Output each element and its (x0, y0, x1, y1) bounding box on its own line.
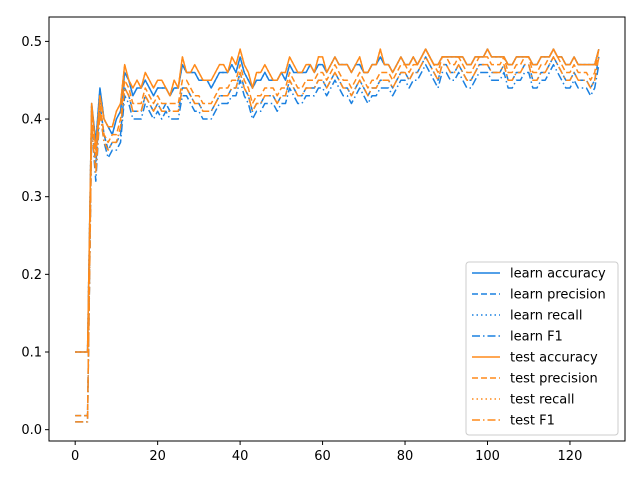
y-tick-label: 0.4 (21, 113, 42, 128)
legend-label: test accuracy (510, 351, 598, 366)
y-axis: 0.0 0.1 0.2 0.3 0.4 0.5 (21, 35, 49, 438)
x-axis: 0 20 40 60 80 100 120 (71, 441, 582, 464)
y-tick-label: 0.1 (21, 346, 42, 361)
legend-label: learn F1 (510, 330, 563, 345)
series-layer (75, 48, 600, 423)
series-line-learn-recall (75, 48, 600, 353)
y-tick-label: 0.0 (21, 423, 42, 438)
series-line-learn-f1 (75, 63, 600, 423)
legend-item-learn-recall: learn recall (472, 309, 582, 324)
legend-item-learn-precision: learn precision (472, 288, 606, 303)
legend-label: learn recall (510, 309, 582, 324)
legend-item-test-precision: test precision (472, 372, 598, 387)
series-line-test-precision (75, 48, 600, 417)
series-line-test-accuracy (75, 48, 600, 353)
legend-item-learn-f1: learn F1 (472, 330, 563, 345)
legend-item-learn-accuracy: learn accuracy (472, 267, 606, 282)
x-tick-label: 120 (558, 449, 583, 464)
y-tick-label: 0.2 (21, 268, 42, 283)
x-tick-label: 60 (314, 449, 331, 464)
y-tick-label: 0.5 (21, 35, 42, 50)
x-tick-label: 80 (397, 449, 414, 464)
legend-item-test-recall: test recall (472, 393, 575, 408)
legend-label: test precision (510, 372, 598, 387)
legend: learn accuracy learn precision learn recal… (465, 261, 619, 436)
legend-box (465, 261, 619, 436)
legend-label: test recall (510, 393, 575, 408)
plot-area-frame (48, 16, 626, 442)
x-tick-label: 20 (149, 449, 166, 464)
legend-label: test F1 (510, 414, 555, 429)
x-tick-label: 40 (232, 449, 249, 464)
legend-label: learn accuracy (510, 267, 606, 282)
y-tick-label: 0.3 (21, 190, 42, 205)
x-tick-label: 100 (475, 449, 500, 464)
series-line-test-f1 (75, 56, 600, 423)
legend-label: learn precision (510, 288, 606, 303)
legend-item-test-accuracy: test accuracy (472, 351, 598, 366)
x-tick-label: 0 (71, 449, 79, 464)
legend-item-test-f1: test F1 (472, 414, 555, 429)
